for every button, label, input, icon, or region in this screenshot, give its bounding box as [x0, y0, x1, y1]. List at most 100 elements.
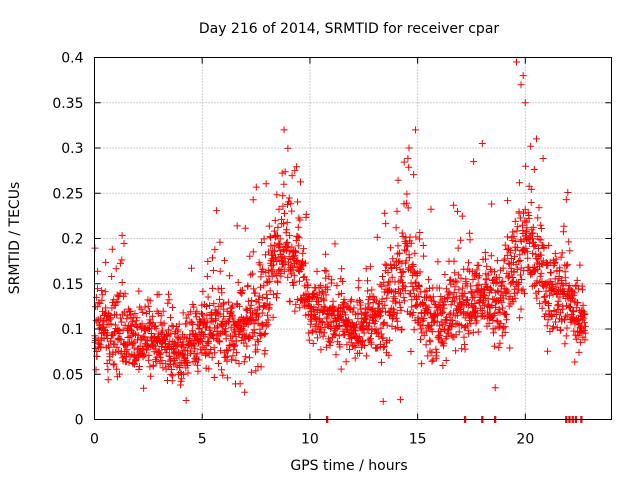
data-point	[393, 317, 401, 325]
data-point	[260, 282, 268, 290]
data-point	[490, 329, 497, 337]
data-point	[216, 238, 224, 246]
data-point	[305, 336, 313, 344]
data-point	[474, 328, 482, 336]
data-point	[175, 334, 183, 342]
data-point	[561, 268, 569, 276]
y-tick-label: 0.05	[52, 367, 83, 383]
data-point	[285, 194, 293, 202]
data-point	[295, 242, 303, 250]
data-point	[102, 258, 110, 266]
data-point	[522, 244, 530, 252]
data-point	[315, 301, 323, 309]
data-point	[426, 338, 434, 346]
data-point	[392, 264, 400, 272]
data-point	[175, 320, 183, 328]
data-point	[104, 342, 112, 350]
data-point	[394, 176, 402, 184]
data-point	[227, 308, 235, 316]
data-point	[134, 331, 142, 339]
data-point	[322, 267, 330, 275]
data-point	[381, 301, 389, 309]
data-point	[354, 315, 362, 323]
data-point	[149, 361, 157, 369]
data-point	[581, 322, 589, 330]
data-point	[407, 290, 414, 298]
x-tick-label: 0	[90, 432, 99, 448]
data-point	[361, 342, 369, 349]
data-point	[498, 298, 506, 306]
data-point	[483, 262, 491, 270]
data-point	[273, 191, 281, 199]
data-point	[551, 250, 559, 258]
data-point	[240, 358, 248, 366]
data-point	[432, 354, 440, 362]
data-point	[364, 277, 371, 285]
data-point	[492, 303, 500, 311]
y-tick-label: 0.25	[52, 186, 83, 202]
data-point	[465, 259, 472, 267]
data-point	[138, 320, 146, 328]
data-point	[163, 333, 171, 341]
y-tick-label: 0.2	[61, 232, 83, 248]
data-point	[485, 300, 493, 308]
x-tick-label: 5	[198, 432, 207, 448]
data-point	[420, 315, 428, 322]
data-point	[211, 349, 219, 357]
data-point	[215, 360, 222, 367]
data-point	[212, 315, 220, 323]
data-point	[241, 353, 249, 361]
data-point	[383, 294, 391, 302]
data-point	[160, 319, 168, 327]
data-point	[558, 249, 566, 257]
data-point	[308, 328, 316, 336]
data-point	[243, 342, 251, 350]
data-point	[246, 333, 254, 341]
data-point	[229, 302, 237, 310]
data-point	[306, 303, 314, 310]
data-point	[245, 297, 253, 305]
data-point	[513, 265, 521, 273]
data-point	[200, 331, 207, 338]
data-point	[299, 249, 307, 257]
data-point	[513, 227, 521, 235]
data-point	[183, 358, 191, 366]
data-point	[531, 281, 539, 289]
data-point	[415, 282, 423, 290]
data-point	[147, 372, 155, 380]
data-point	[432, 311, 440, 318]
data-point	[113, 311, 121, 319]
data-point	[487, 285, 495, 293]
data-point	[522, 162, 530, 170]
data-point	[176, 369, 184, 377]
data-point	[575, 348, 583, 356]
data-point	[261, 329, 269, 337]
data-point	[440, 339, 448, 347]
data-point	[394, 250, 402, 258]
data-point	[309, 327, 317, 335]
data-point	[158, 357, 166, 365]
data-point	[199, 287, 207, 295]
data-point	[283, 226, 291, 234]
data-point	[403, 199, 411, 207]
data-point	[98, 287, 106, 294]
data-point	[199, 311, 206, 319]
data-point	[203, 272, 211, 280]
data-point	[580, 319, 588, 327]
data-point	[231, 341, 239, 349]
data-point	[286, 232, 294, 240]
data-point	[422, 305, 430, 312]
data-point	[296, 304, 304, 312]
data-point	[510, 232, 518, 240]
data-point	[548, 313, 556, 320]
x-axis-label: GPS time / hours	[290, 458, 407, 474]
data-point	[112, 299, 120, 307]
data-point	[473, 317, 481, 325]
data-point	[117, 314, 125, 322]
data-point	[322, 250, 330, 258]
data-point	[263, 290, 271, 298]
data-point	[103, 329, 111, 337]
data-point	[347, 297, 355, 305]
data-point	[168, 366, 176, 373]
data-point	[481, 249, 489, 256]
